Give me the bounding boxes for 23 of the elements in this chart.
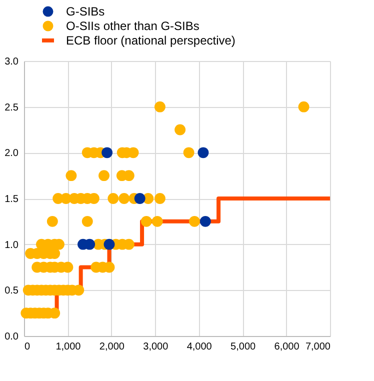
x-tick-label: 6,000	[274, 342, 300, 352]
y-tick-label: 2.5	[4, 102, 19, 114]
x-tick-label: 7,000	[305, 342, 331, 352]
y-tick-label: 1.5	[4, 194, 19, 205]
point	[198, 147, 209, 158]
x-tick-label: 0	[24, 342, 30, 352]
y-tick-label: 2.0	[4, 148, 19, 160]
point	[200, 216, 211, 227]
x-tick-label: 2,000	[99, 342, 125, 352]
point	[102, 147, 113, 158]
x-tick-label: 4,000	[186, 342, 212, 352]
y-tick-label: 0.0	[4, 332, 19, 342]
point	[134, 193, 146, 204]
point	[104, 238, 115, 250]
x-tick-label: 5,000	[230, 342, 256, 352]
legend-label: ECB floor (national perspective)	[66, 33, 236, 48]
legend-label: G-SIBs	[66, 4, 105, 19]
y-tick-label: 0.5	[4, 286, 19, 297]
y-tick-label: 3.0	[4, 56, 19, 68]
y-tick-label: 1.0	[4, 240, 19, 251]
x-tick-label: 1,000	[56, 342, 82, 352]
legend-label: O-SIIs other than G-SIBs	[66, 19, 200, 33]
x-tick-label: 3,000	[143, 342, 169, 352]
